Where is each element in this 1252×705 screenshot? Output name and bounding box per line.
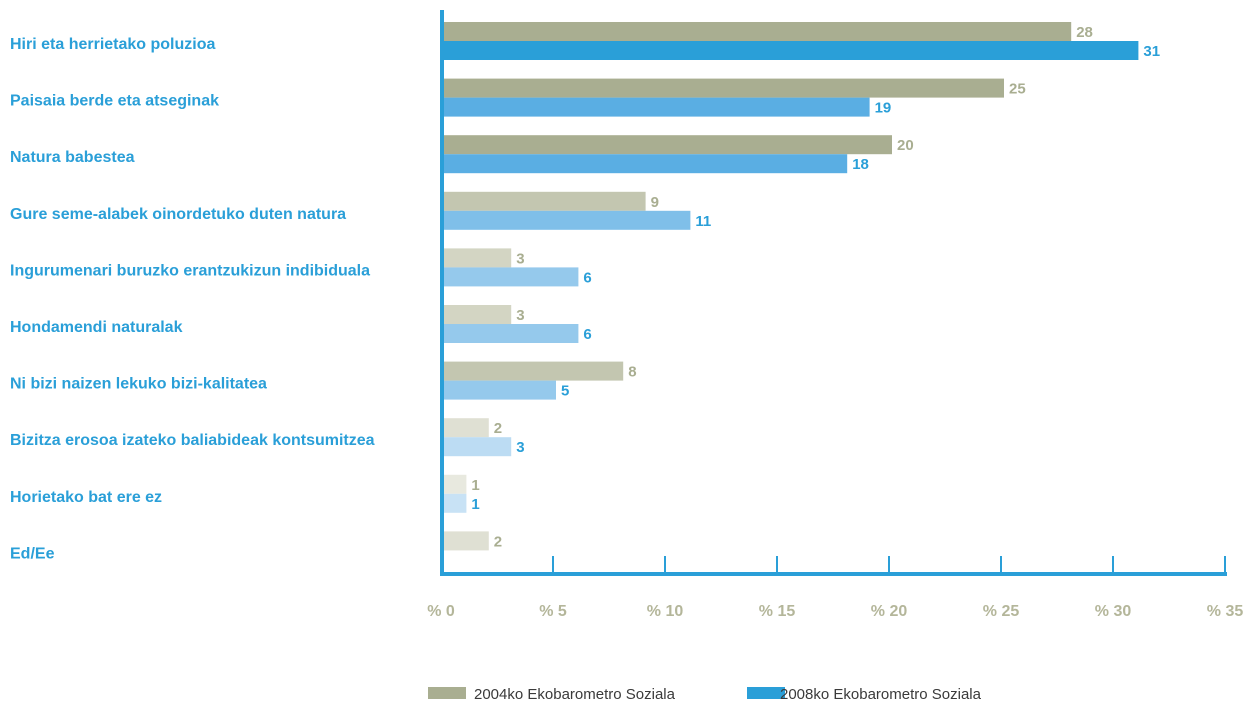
tick-label: % 10 [647,603,684,620]
data-label: 20 [897,137,914,154]
bar-2004 [444,305,512,324]
data-label: 11 [695,213,711,230]
data-label: 1 [471,477,479,494]
tick-label: % 25 [983,603,1020,620]
data-label: 6 [583,326,591,343]
category-label: Natura babestea [10,149,135,166]
bars-group [444,22,1139,551]
data-label: 19 [875,100,892,117]
data-label: 1 [471,496,479,513]
data-label: 18 [852,156,869,173]
bar-2004 [444,135,892,155]
legend-label: 2008ko Ekobarometro Soziala [780,686,982,703]
tick-label: % 0 [427,603,455,620]
legend-label: 2004ko Ekobarometro Soziala [474,686,676,703]
bar-2004 [444,22,1072,41]
data-label: 2 [494,420,502,437]
category-labels: Hiri eta herrietako poluzioa Paisaia berd… [10,36,375,562]
data-label: 3 [516,439,524,456]
bar-2008 [444,267,579,287]
data-label: 8 [628,364,636,381]
bar-2004 [444,474,467,494]
data-label: 2 [494,533,502,550]
bar-2004 [444,78,1004,98]
tick-label: % 30 [1095,603,1132,620]
legend-swatch [428,687,466,699]
category-label: Paisaia berde eta atseginak [10,93,219,110]
category-label: Gure seme-alabek oinordetuko duten natur… [10,206,346,223]
data-label: 25 [1009,81,1026,98]
bar-2004 [444,248,512,268]
bar-2008 [444,493,467,513]
bar-2008 [444,437,512,457]
data-label: 3 [516,307,524,324]
category-label: Hondamendi naturalak [10,319,183,336]
data-label: 9 [651,194,659,211]
category-label: Bizitza erosoa izateko baliabideak konts… [10,432,375,449]
data-label: 3 [516,250,524,267]
tick-label: % 5 [539,603,567,620]
bar-2004 [444,361,624,381]
data-label: 5 [561,383,569,400]
tick-label: % 20 [871,603,908,620]
bar-2008 [444,210,691,230]
data-label: 28 [1076,24,1093,41]
category-label: Horietako bat ere ez [10,489,162,506]
bar-2004 [444,191,646,211]
legend: 2004ko Ekobarometro Soziala 2008ko Ekobar… [428,686,982,703]
legend-swatch [747,687,785,699]
bar-2004 [444,418,489,438]
axes-group [440,10,1227,576]
bar-2008 [444,324,579,343]
category-label: Ni bizi naizen lekuko bizi-kalitatea [10,376,267,393]
x-ticks: % 0 % 5 % 10 % 15 % 20 % 25 % 30 % 35 [427,556,1243,620]
tick-label: % 35 [1207,603,1244,620]
bar-2008 [444,97,870,117]
bar-2004 [444,531,489,551]
category-label: Ingurumenari buruzko erantzukizun indibi… [10,262,370,279]
category-label: Hiri eta herrietako poluzioa [10,36,215,53]
bar-2008 [444,380,556,400]
bar-2008 [444,41,1139,60]
tick-label: % 15 [759,603,796,620]
data-label: 6 [583,269,591,286]
data-label: 31 [1143,43,1160,60]
category-label: Ed/Ee [10,545,55,562]
bar-2008 [444,154,848,174]
